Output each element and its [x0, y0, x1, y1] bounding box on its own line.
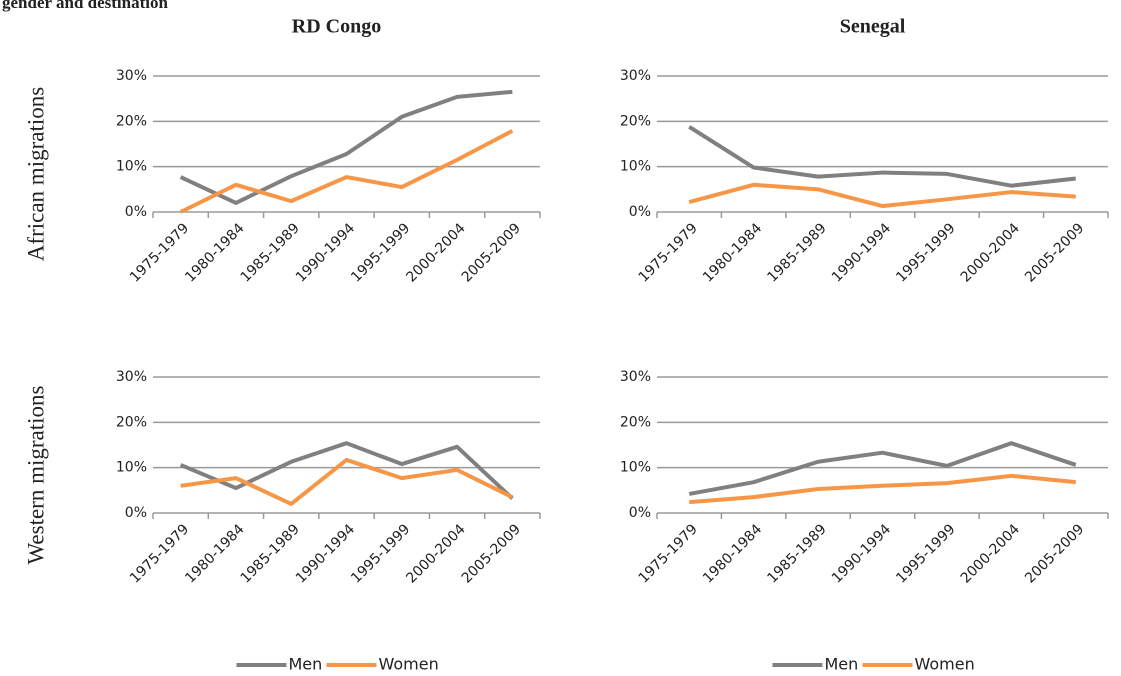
y-tick-label: 20% — [620, 414, 651, 430]
x-tick-label: 1980-1984 — [700, 220, 765, 285]
legend-label: Men — [289, 655, 323, 674]
y-tick-label: 30% — [116, 369, 147, 385]
series-line — [180, 457, 514, 506]
y-tick-label: 20% — [116, 113, 147, 129]
legend-label: Women — [915, 655, 975, 674]
series-line — [688, 182, 1076, 209]
series-line — [179, 89, 513, 205]
x-tick-label: 1985-1989 — [764, 521, 829, 586]
figure-title: gender and destination — [2, 0, 168, 12]
y-tick-label: 20% — [116, 414, 147, 430]
panel-title: RD Congo — [292, 16, 381, 38]
y-tick-label: 10% — [620, 460, 651, 476]
series-line — [179, 441, 514, 500]
x-tick-label: 1975-1979 — [636, 521, 701, 586]
y-tick-label: 30% — [620, 68, 651, 84]
x-tick-label: 2000-2004 — [958, 521, 1023, 586]
y-tick-label: 0% — [125, 204, 147, 220]
y-tick-label: 0% — [125, 505, 147, 521]
x-tick-label: 2005-2009 — [459, 220, 524, 285]
x-tick-label: 1990-1994 — [829, 220, 894, 285]
x-tick-label: 1995-1999 — [893, 220, 958, 285]
x-tick-label: 2005-2009 — [459, 521, 524, 586]
y-tick-label: 10% — [116, 460, 147, 476]
row-label: Western migrations — [23, 385, 48, 564]
x-tick-label: 2000-2004 — [958, 220, 1023, 285]
x-tick-label: 1995-1999 — [893, 521, 958, 586]
y-tick-label: 30% — [116, 68, 147, 84]
x-tick-label: 2005-2009 — [1022, 220, 1087, 285]
series-line — [688, 441, 1077, 496]
series-line — [689, 473, 1076, 505]
x-tick-label: 2005-2009 — [1022, 521, 1087, 586]
legend-label: Men — [825, 655, 859, 674]
series-line — [179, 129, 514, 214]
y-tick-label: 10% — [116, 159, 147, 175]
x-tick-label: 1985-1989 — [764, 220, 829, 285]
y-tick-label: 0% — [629, 505, 651, 521]
y-tick-label: 20% — [620, 113, 651, 129]
x-tick-label: 1980-1984 — [700, 521, 765, 586]
series-line — [688, 125, 1077, 188]
y-tick-label: 0% — [629, 204, 651, 220]
row-label: African migrations — [23, 87, 48, 261]
panel-title: Senegal — [840, 16, 906, 38]
y-tick-label: 30% — [620, 369, 651, 385]
legend-label: Women — [379, 655, 439, 674]
x-tick-label: 1990-1994 — [829, 521, 894, 586]
y-tick-label: 10% — [620, 159, 651, 175]
x-tick-label: 1975-1979 — [636, 220, 701, 285]
